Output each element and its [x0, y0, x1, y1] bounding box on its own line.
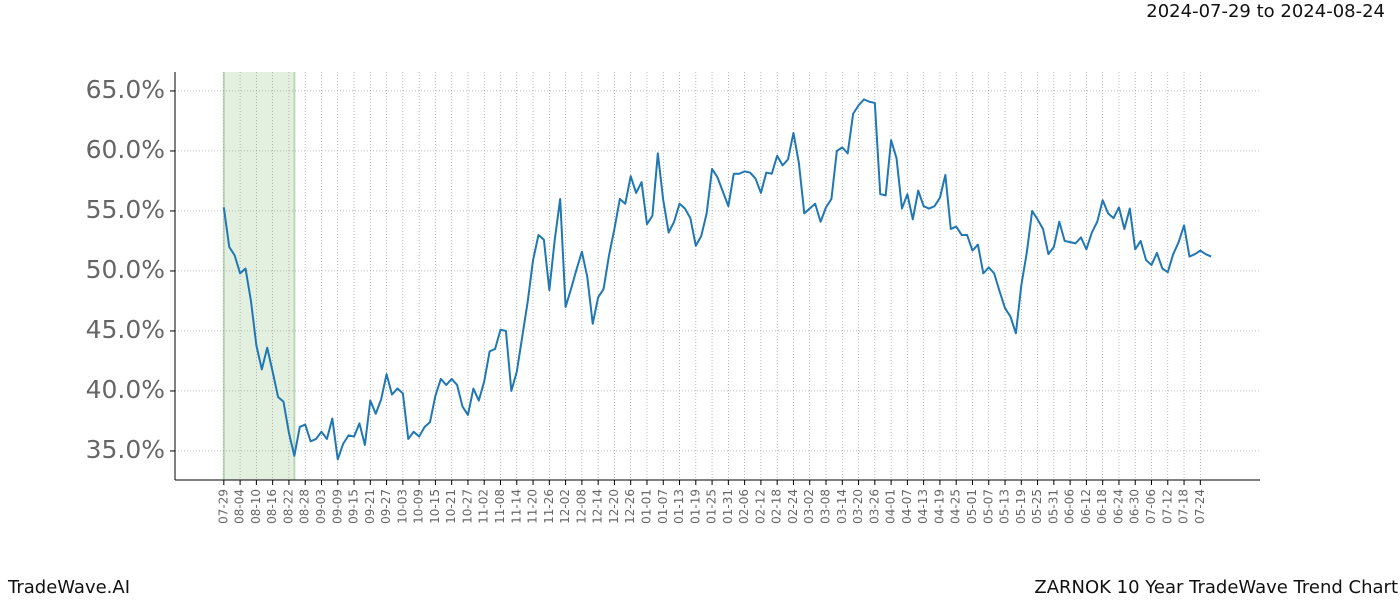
x-tick-label: 05-01 — [965, 489, 979, 524]
x-tick-label: 06-30 — [1128, 489, 1142, 524]
x-tick-label: 06-18 — [1095, 489, 1109, 524]
x-tick-label: 08-10 — [249, 489, 263, 524]
x-tick-label: 05-31 — [1046, 489, 1060, 524]
x-tick-label: 07-24 — [1193, 489, 1207, 524]
x-tick-label: 10-15 — [428, 489, 442, 524]
x-tick-label: 06-06 — [1063, 489, 1077, 524]
x-tick-label: 05-25 — [1030, 489, 1044, 524]
x-tick-label: 02-06 — [737, 489, 751, 524]
x-tick-label: 07-29 — [216, 489, 230, 524]
x-tick-label: 04-13 — [916, 489, 930, 524]
x-tick-label: 10-21 — [444, 489, 458, 524]
x-tick-label: 09-03 — [314, 489, 328, 524]
x-tick-label: 12-08 — [574, 489, 588, 524]
x-tick-label: 03-02 — [802, 489, 816, 524]
y-tick-label: 65.0% — [86, 75, 165, 104]
y-tick-label: 45.0% — [86, 315, 165, 344]
x-tick-label: 08-16 — [265, 489, 279, 524]
x-tick-label: 04-07 — [900, 489, 914, 524]
footer-left: TradeWave.AI — [7, 577, 130, 598]
x-tick-label: 04-19 — [932, 489, 946, 524]
x-tick-label: 08-22 — [281, 489, 295, 524]
x-tick-label: 12-20 — [607, 489, 621, 524]
x-tick-label: 11-26 — [542, 489, 556, 524]
y-tick-label: 55.0% — [86, 195, 165, 224]
x-tick-label: 10-09 — [412, 489, 426, 524]
chart-title: 2024-07-29 to 2024-08-24 — [1146, 1, 1385, 22]
x-tick-label: 09-09 — [330, 489, 344, 524]
x-tick-label: 06-24 — [1111, 489, 1125, 524]
x-tick-label: 03-20 — [851, 489, 865, 524]
x-tick-label: 04-25 — [949, 489, 963, 524]
x-tick-label: 07-06 — [1144, 489, 1158, 524]
x-tick-label: 01-25 — [705, 489, 719, 524]
y-tick-label: 50.0% — [86, 255, 165, 284]
x-tick-label: 12-02 — [558, 489, 572, 524]
x-tick-label: 07-18 — [1177, 489, 1191, 524]
y-tick-label: 40.0% — [86, 375, 165, 404]
x-tick-label: 05-13 — [998, 489, 1012, 524]
x-tick-label: 11-02 — [477, 489, 491, 524]
x-tick-label: 01-19 — [688, 489, 702, 524]
x-tick-label: 10-03 — [395, 489, 409, 524]
x-tick-label: 06-12 — [1079, 489, 1093, 524]
x-tick-label: 01-13 — [672, 489, 686, 524]
x-tick-label: 11-14 — [509, 489, 523, 524]
x-tick-label: 12-26 — [623, 489, 637, 524]
x-tick-label: 05-19 — [1014, 489, 1028, 524]
footer-right: ZARNOK 10 Year TradeWave Trend Chart — [1034, 577, 1398, 598]
x-tick-label: 01-01 — [639, 489, 653, 524]
x-tick-label: 04-01 — [884, 489, 898, 524]
x-tick-label: 07-12 — [1160, 489, 1174, 524]
x-tick-label: 08-28 — [298, 489, 312, 524]
x-tick-label: 03-26 — [867, 489, 881, 524]
x-tick-label: 11-08 — [493, 489, 507, 524]
x-tick-label: 12-14 — [591, 489, 605, 524]
x-tick-label: 01-31 — [721, 489, 735, 524]
x-tick-label: 09-21 — [363, 489, 377, 524]
trend-line — [222, 98, 1212, 461]
x-tick-label: 03-14 — [835, 489, 849, 524]
x-tick-label: 02-18 — [770, 489, 784, 524]
x-tick-label: 01-07 — [656, 489, 670, 524]
highlight-span — [223, 72, 295, 480]
x-tick-label: 02-24 — [786, 489, 800, 524]
x-tick-label: 09-27 — [379, 489, 393, 524]
x-tick-label: 10-27 — [460, 489, 474, 524]
x-tick-label: 03-08 — [819, 489, 833, 524]
x-tick-label: 11-20 — [526, 489, 540, 524]
y-tick-label: 60.0% — [86, 135, 165, 164]
x-tick-label: 08-04 — [233, 489, 247, 524]
x-tick-label: 02-12 — [753, 489, 767, 524]
x-tick-label: 05-07 — [981, 489, 995, 524]
x-tick-label: 09-15 — [347, 489, 361, 524]
y-tick-label: 35.0% — [86, 435, 165, 464]
